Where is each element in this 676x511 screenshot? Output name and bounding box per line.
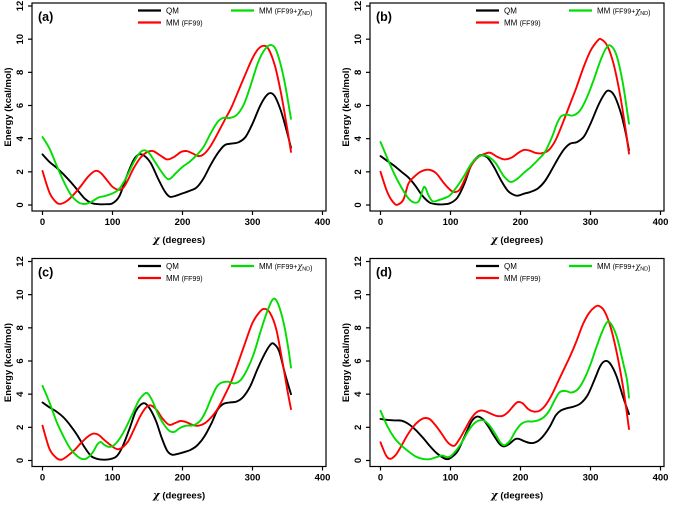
panel-d-chart: 0 100 200 300 400 0 2 4 6 8 10 12 χ (degrees) Energy … — [338, 255, 676, 510]
curve-ff99chi — [379, 320, 630, 461]
y-tick-label: 10 — [15, 34, 26, 45]
y-tick-label: 10 — [15, 289, 26, 300]
x-tick-label: 200 — [513, 217, 529, 228]
chart-svg-a: 0 100 200 300 400 0 2 4 6 8 10 12 χ (degrees) Energy … — [3, 1, 331, 246]
legend-label-ff99chi: MM (FF99+χND) — [597, 7, 650, 18]
y-axis-title: Energy (kcal/mol) — [341, 67, 352, 146]
x-axis-title: χ (degrees) — [490, 234, 543, 246]
x-tick-label: 0 — [40, 217, 45, 228]
curve-ff99 — [379, 37, 630, 206]
y-tick-label: 4 — [353, 391, 364, 397]
y-axis-title: Energy (kcal/mol) — [341, 323, 352, 402]
x-tick-label: 300 — [583, 473, 599, 484]
x-tick-label: 300 — [245, 473, 261, 484]
curve-qm — [379, 89, 630, 206]
y-tick-label: 6 — [353, 103, 364, 108]
panel-label: (a) — [38, 10, 53, 24]
curve-ff99 — [379, 304, 630, 460]
curve-qm — [379, 359, 630, 461]
x-tick-label: 400 — [653, 473, 669, 484]
x-tick-label: 300 — [245, 217, 261, 228]
legend-label-qm: QM — [504, 262, 517, 271]
panel-a-chart: 0 100 200 300 400 0 2 4 6 8 10 12 χ (degrees) Energy … — [0, 0, 338, 255]
y-tick-label: 8 — [15, 325, 26, 330]
x-tick-label: 100 — [105, 473, 121, 484]
panel-b-chart: 0 100 200 300 400 0 2 4 6 8 10 12 χ (degrees) Energy … — [338, 0, 676, 255]
y-tick-label: 4 — [15, 135, 26, 141]
curve-ff99chi — [41, 43, 292, 205]
y-tick-label: 6 — [15, 103, 26, 108]
legend-label-ff99: MM (FF99) — [166, 274, 203, 283]
y-tick-label: 10 — [353, 34, 364, 45]
y-axis-title: Energy (kcal/mol) — [3, 67, 14, 146]
y-tick-label: 6 — [353, 358, 364, 363]
x-tick-label: 200 — [175, 473, 191, 484]
legend-label-ff99: MM (FF99) — [166, 19, 203, 28]
y-tick-label: 0 — [15, 202, 26, 207]
y-tick-label: 2 — [15, 425, 26, 430]
panel-label: (c) — [38, 266, 53, 280]
y-tick-label: 8 — [353, 70, 364, 75]
plot-box — [31, 257, 327, 468]
y-tick-label: 2 — [15, 169, 26, 174]
x-tick-label: 400 — [315, 473, 331, 484]
y-tick-label: 0 — [15, 458, 26, 463]
x-tick-label: 0 — [40, 473, 45, 484]
curve-ff99 — [41, 44, 292, 205]
y-tick-label: 12 — [15, 1, 26, 12]
plot-box — [369, 257, 665, 468]
panel-label: (d) — [376, 266, 392, 280]
legend-label-ff99chi: MM (FF99+χND) — [259, 262, 312, 273]
x-tick-label: 400 — [653, 217, 669, 228]
x-tick-label: 400 — [315, 217, 331, 228]
legend-label-qm: QM — [166, 262, 179, 271]
y-tick-label: 12 — [15, 256, 26, 267]
x-tick-label: 200 — [175, 217, 191, 228]
x-tick-label: 100 — [105, 217, 121, 228]
curve-qm — [41, 342, 292, 461]
chart-svg-b: 0 100 200 300 400 0 2 4 6 8 10 12 χ (degrees) Energy … — [341, 1, 669, 246]
y-tick-label: 8 — [353, 325, 364, 330]
y-tick-label: 0 — [353, 458, 364, 463]
y-tick-label: 4 — [15, 391, 26, 397]
legend-label-ff99: MM (FF99) — [504, 19, 541, 28]
x-tick-label: 200 — [513, 473, 529, 484]
y-tick-label: 8 — [15, 70, 26, 75]
legend-label-qm: QM — [504, 7, 517, 16]
x-tick-label: 100 — [443, 217, 459, 228]
chart-svg-c: 0 100 200 300 400 0 2 4 6 8 10 12 χ (degrees) Energy … — [3, 256, 331, 502]
legend-label-qm: QM — [166, 7, 179, 16]
curve-qm — [41, 92, 292, 206]
x-tick-label: 300 — [583, 217, 599, 228]
legend-label-ff99: MM (FF99) — [504, 274, 541, 283]
plot-box — [31, 2, 327, 212]
y-tick-label: 12 — [353, 1, 364, 12]
chart-svg-d: 0 100 200 300 400 0 2 4 6 8 10 12 χ (degrees) Energy … — [341, 256, 669, 502]
y-tick-label: 2 — [353, 425, 364, 430]
legend-label-ff99chi: MM (FF99+χND) — [597, 262, 650, 273]
panel-c-chart: 0 100 200 300 400 0 2 4 6 8 10 12 χ (degrees) Energy … — [0, 255, 338, 510]
x-axis-title: χ (degrees) — [490, 490, 543, 502]
y-tick-label: 0 — [353, 202, 364, 207]
y-axis-title: Energy (kcal/mol) — [3, 323, 14, 402]
x-axis-title: χ (degrees) — [152, 234, 205, 246]
x-tick-label: 100 — [443, 473, 459, 484]
legend-label-ff99chi: MM (FF99+χND) — [259, 7, 312, 18]
plot-box — [369, 2, 665, 212]
x-tick-label: 0 — [378, 217, 383, 228]
y-tick-label: 2 — [353, 169, 364, 174]
panel-label: (b) — [376, 10, 392, 24]
curve-ff99 — [41, 307, 292, 461]
x-axis-title: χ (degrees) — [152, 490, 205, 502]
y-tick-label: 4 — [353, 135, 364, 141]
curve-ff99chi — [379, 44, 630, 204]
y-tick-label: 12 — [353, 256, 364, 267]
x-tick-label: 0 — [378, 473, 383, 484]
y-tick-label: 6 — [15, 358, 26, 363]
curve-ff99chi — [41, 297, 292, 461]
y-tick-label: 10 — [353, 289, 364, 300]
